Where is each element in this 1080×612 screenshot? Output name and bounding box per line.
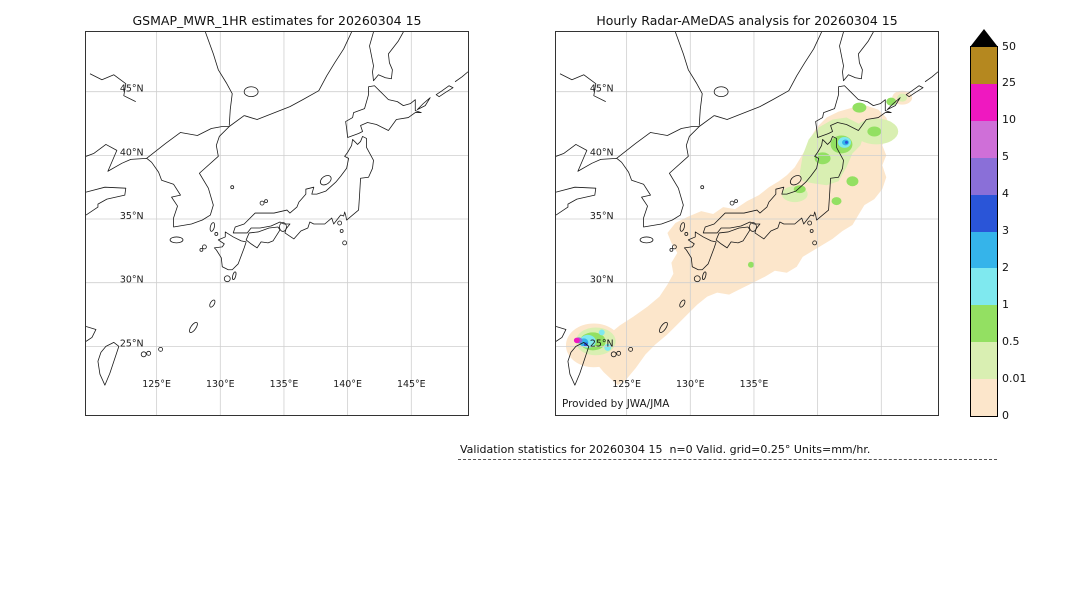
colorbar-overflow-triangle-icon <box>970 29 998 47</box>
left-map-canvas: 45°N 40°N 35°N 30°N 25°N 125°E 130°E 135… <box>86 32 468 415</box>
right-map-panel: 45°N 40°N 35°N 30°N 25°N 125°E 130°E 135… <box>555 31 939 416</box>
lon-label: 135°E <box>740 379 769 390</box>
right-axis-labels: 45°N 40°N 35°N 30°N 25°N 125°E 130°E 135… <box>562 84 768 410</box>
left-map-panel: 45°N 40°N 35°N 30°N 25°N 125°E 130°E 135… <box>85 31 469 416</box>
lon-label: 130°E <box>206 379 235 390</box>
colorbar-tick-label: 1 <box>1002 297 1009 311</box>
lat-label: 40°N <box>590 147 614 158</box>
lat-label: 25°N <box>590 338 614 349</box>
colorbar-tick-label: 4 <box>1002 187 1009 201</box>
colorbar-block <box>971 157 997 195</box>
colorbar-block <box>971 342 997 380</box>
lat-label: 35°N <box>120 211 144 222</box>
colorbar <box>970 46 998 417</box>
lat-label: 35°N <box>590 211 614 222</box>
colorbar-block <box>971 305 997 343</box>
colorbar-tick-label: 25 <box>1002 76 1016 90</box>
colorbar-tick-label: 2 <box>1002 260 1009 274</box>
left-map-title: GSMAP_MWR_1HR estimates for 20260304 15 <box>132 13 422 28</box>
colorbar-tick-label: 5 <box>1002 150 1009 164</box>
right-map-canvas: 45°N 40°N 35°N 30°N 25°N 125°E 130°E 135… <box>556 32 938 415</box>
lat-label: 30°N <box>590 275 614 286</box>
colorbar-tick-label: 0.5 <box>1002 334 1020 348</box>
lon-label: 125°E <box>612 379 641 390</box>
lat-label: 30°N <box>120 275 144 286</box>
colorbar-tick-label: 0.01 <box>1002 371 1027 385</box>
right-map-title: Hourly Radar-AMeDAS analysis for 2026030… <box>596 13 898 28</box>
credit-text: Provided by JWA/JMA <box>562 398 670 410</box>
colorbar-block <box>971 83 997 121</box>
lat-label: 25°N <box>120 338 144 349</box>
lat-label: 45°N <box>120 84 144 95</box>
colorbar-tick-label: 50 <box>1002 39 1016 53</box>
precipitation-layer <box>565 90 913 386</box>
colorbar-block <box>971 231 997 269</box>
separator-dashed-line <box>458 459 997 460</box>
colorbar-tick-label: 3 <box>1002 224 1009 237</box>
lat-label: 45°N <box>590 84 614 95</box>
lon-label: 130°E <box>676 379 705 390</box>
lon-label: 125°E <box>142 379 171 390</box>
validation-caption: Validation statistics for 20260304 15 n=… <box>460 443 871 456</box>
colorbar-block <box>971 268 997 306</box>
lat-label: 40°N <box>120 147 144 158</box>
colorbar-block <box>971 194 997 232</box>
lon-label: 135°E <box>270 379 299 390</box>
colorbar-tick-label: 0 <box>1002 408 1009 422</box>
colorbar-tick-label: 10 <box>1002 113 1016 127</box>
colorbar-block <box>971 379 997 417</box>
left-axis-labels: 45°N 40°N 35°N 30°N 25°N 125°E 130°E 135… <box>120 84 426 390</box>
lon-label: 145°E <box>397 379 426 390</box>
colorbar-block <box>971 47 997 84</box>
colorbar-block <box>971 120 997 158</box>
lon-label: 140°E <box>333 379 362 390</box>
